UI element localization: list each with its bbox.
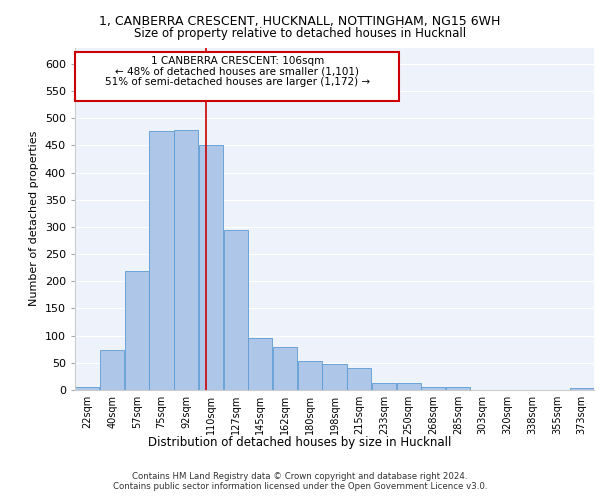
Bar [125, 271, 149, 390]
FancyBboxPatch shape [75, 52, 400, 101]
Bar [174, 130, 199, 390]
Bar [224, 230, 248, 390]
Bar [569, 388, 594, 390]
Text: 1 CANBERRA CRESCENT: 106sqm: 1 CANBERRA CRESCENT: 106sqm [151, 56, 324, 66]
Bar [298, 360, 322, 390]
Bar [347, 368, 371, 390]
Text: Distribution of detached houses by size in Hucknall: Distribution of detached houses by size … [148, 436, 452, 449]
Y-axis label: Number of detached properties: Number of detached properties [29, 131, 39, 306]
Text: 51% of semi-detached houses are larger (1,172) →: 51% of semi-detached houses are larger (… [104, 77, 370, 87]
Bar [446, 386, 470, 390]
Bar [322, 364, 347, 390]
Bar [149, 131, 173, 390]
Bar [75, 388, 100, 390]
Text: Contains HM Land Registry data © Crown copyright and database right 2024.
Contai: Contains HM Land Registry data © Crown c… [113, 472, 487, 491]
Bar [421, 388, 445, 390]
Bar [273, 346, 297, 390]
Text: ← 48% of detached houses are smaller (1,101): ← 48% of detached houses are smaller (1,… [115, 66, 359, 76]
Text: Size of property relative to detached houses in Hucknall: Size of property relative to detached ho… [134, 28, 466, 40]
Bar [397, 384, 421, 390]
Bar [100, 350, 124, 390]
Text: 1, CANBERRA CRESCENT, HUCKNALL, NOTTINGHAM, NG15 6WH: 1, CANBERRA CRESCENT, HUCKNALL, NOTTINGH… [100, 15, 500, 28]
Bar [372, 383, 396, 390]
Bar [199, 146, 223, 390]
Bar [248, 338, 272, 390]
